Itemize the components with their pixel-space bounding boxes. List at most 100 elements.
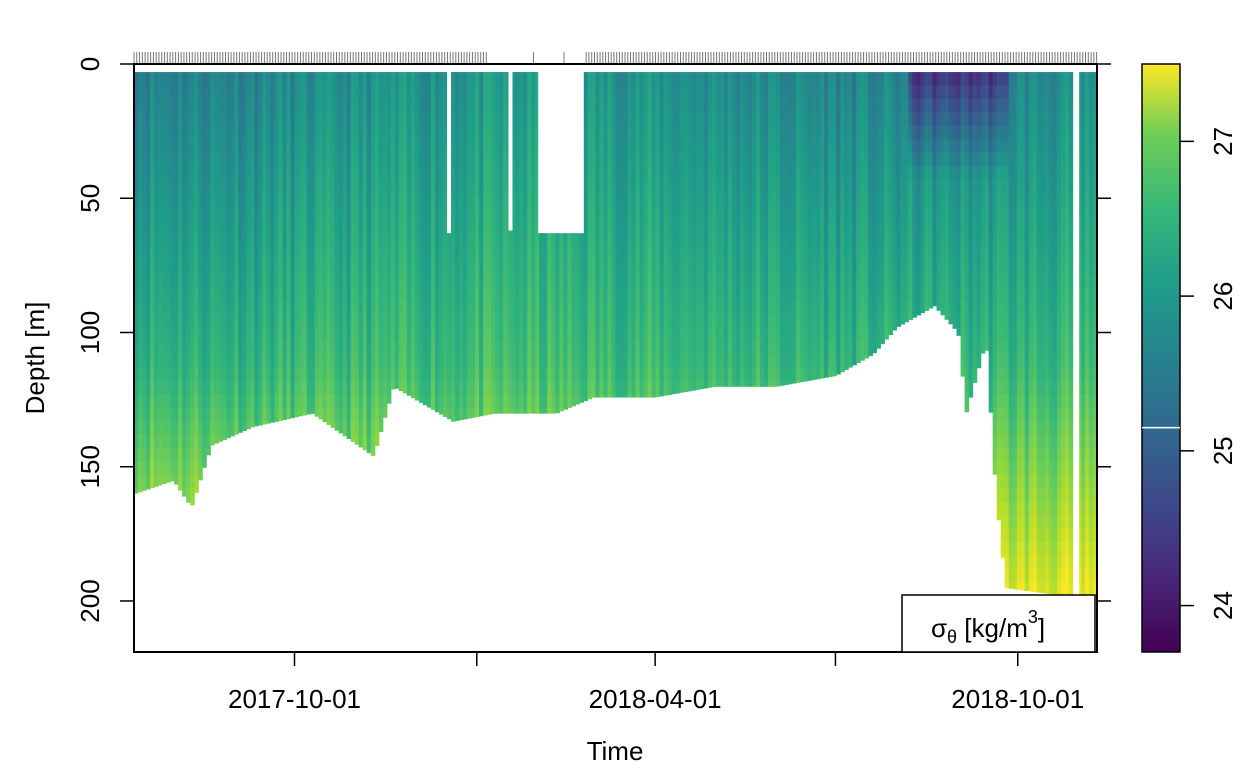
heatmap-cell bbox=[747, 192, 753, 207]
heatmap-cell bbox=[354, 260, 360, 275]
heatmap-cell bbox=[350, 260, 356, 275]
heatmap-cell bbox=[422, 139, 428, 154]
heatmap-cell bbox=[868, 313, 873, 328]
heatmap-cell bbox=[555, 246, 560, 261]
heatmap-cell bbox=[134, 273, 139, 288]
heatmap-cell bbox=[202, 125, 207, 140]
heatmap-cell bbox=[342, 407, 348, 422]
heatmap-cell bbox=[318, 125, 324, 140]
heatmap-cell bbox=[186, 421, 191, 436]
heatmap-cell bbox=[402, 233, 408, 248]
heatmap-cell bbox=[406, 327, 412, 342]
heatmap-cell bbox=[519, 313, 524, 328]
heatmap-cell bbox=[635, 192, 641, 207]
heatmap-cell bbox=[683, 112, 689, 127]
heatmap-cell bbox=[836, 179, 841, 194]
heatmap-cell bbox=[703, 246, 709, 261]
heatmap-cell bbox=[796, 246, 801, 261]
heatmap-cell bbox=[908, 219, 914, 234]
heatmap-cell bbox=[214, 219, 219, 234]
heatmap-cell bbox=[370, 313, 376, 328]
heatmap-cell bbox=[479, 340, 484, 355]
heatmap-cell bbox=[206, 179, 211, 194]
heatmap-cell bbox=[707, 125, 713, 140]
heatmap-cell bbox=[483, 125, 488, 140]
heatmap-cell bbox=[394, 300, 400, 315]
heatmap-cell bbox=[872, 98, 877, 113]
heatmap-cell bbox=[503, 233, 508, 248]
heatmap-cell bbox=[723, 206, 729, 221]
heatmap-cell bbox=[759, 72, 765, 87]
heatmap-cell bbox=[804, 286, 809, 301]
heatmap-cell bbox=[170, 447, 175, 462]
heatmap-cell bbox=[426, 152, 432, 167]
heatmap-cell bbox=[450, 407, 456, 422]
heatmap-cell bbox=[483, 394, 488, 409]
heatmap-cell bbox=[430, 407, 436, 410]
heatmap-cell bbox=[318, 407, 324, 420]
heatmap-cell bbox=[158, 380, 163, 395]
heatmap-cell bbox=[467, 206, 472, 221]
heatmap-cell bbox=[719, 98, 725, 113]
heatmap-cell bbox=[579, 340, 584, 355]
heatmap-cell bbox=[234, 246, 239, 261]
heatmap-cell bbox=[663, 192, 669, 207]
heatmap-cell bbox=[583, 246, 589, 261]
heatmap-cell bbox=[442, 152, 448, 167]
heatmap-cell bbox=[515, 407, 520, 414]
heatmap-cell bbox=[511, 407, 516, 414]
heatmap-cell bbox=[414, 260, 420, 275]
heatmap-cell bbox=[747, 313, 753, 328]
heatmap-cell bbox=[619, 340, 625, 355]
heatmap-cell bbox=[495, 72, 500, 87]
heatmap-cell bbox=[459, 367, 464, 382]
heatmap-cell bbox=[711, 179, 717, 194]
heatmap-cell bbox=[270, 300, 276, 315]
heatmap-cell bbox=[735, 72, 741, 87]
heatmap-cell bbox=[635, 206, 641, 221]
heatmap-cell bbox=[471, 192, 476, 207]
heatmap-cell bbox=[450, 300, 456, 315]
heatmap-cell bbox=[242, 206, 247, 221]
heatmap-cell bbox=[274, 219, 280, 234]
heatmap-cell bbox=[286, 166, 292, 181]
heatmap-cell bbox=[350, 421, 356, 436]
heatmap-cell bbox=[703, 85, 709, 100]
heatmap-cell bbox=[555, 313, 560, 328]
heatmap-cell bbox=[900, 273, 905, 288]
heatmap-cell bbox=[719, 313, 725, 328]
heatmap-cell bbox=[796, 85, 801, 100]
heatmap-cell bbox=[366, 434, 372, 449]
heatmap-cell bbox=[828, 166, 833, 181]
heatmap-cell bbox=[134, 434, 139, 449]
heatmap-cell bbox=[234, 273, 239, 288]
heatmap-cell bbox=[856, 353, 861, 364]
heatmap-cell bbox=[763, 125, 769, 140]
heatmap-cell bbox=[703, 219, 709, 234]
heatmap-cell bbox=[362, 260, 368, 275]
heatmap-cell bbox=[892, 219, 897, 234]
heatmap-cell bbox=[595, 139, 601, 154]
heatmap-cell bbox=[370, 233, 376, 248]
heatmap-cell bbox=[282, 340, 288, 355]
heatmap-cell bbox=[679, 233, 685, 248]
heatmap-cell bbox=[206, 367, 211, 382]
heatmap-cell bbox=[808, 85, 813, 100]
heatmap-cell bbox=[731, 152, 737, 167]
heatmap-cell bbox=[808, 286, 813, 301]
heatmap-cell bbox=[916, 152, 922, 167]
heatmap-cell bbox=[535, 112, 540, 127]
heatmap-cell bbox=[366, 219, 372, 234]
heatmap-cell bbox=[154, 260, 159, 275]
heatmap-cell bbox=[290, 125, 296, 140]
heatmap-cell bbox=[836, 85, 841, 100]
heatmap-cell bbox=[487, 152, 492, 167]
heatmap-cell bbox=[663, 98, 669, 113]
heatmap-cell bbox=[434, 246, 440, 261]
heatmap-cell bbox=[675, 327, 681, 342]
heatmap-cell bbox=[739, 72, 745, 87]
heatmap-cell bbox=[350, 246, 356, 261]
heatmap-cell bbox=[214, 233, 219, 248]
heatmap-cell bbox=[214, 407, 219, 422]
heatmap-cell bbox=[186, 206, 191, 221]
